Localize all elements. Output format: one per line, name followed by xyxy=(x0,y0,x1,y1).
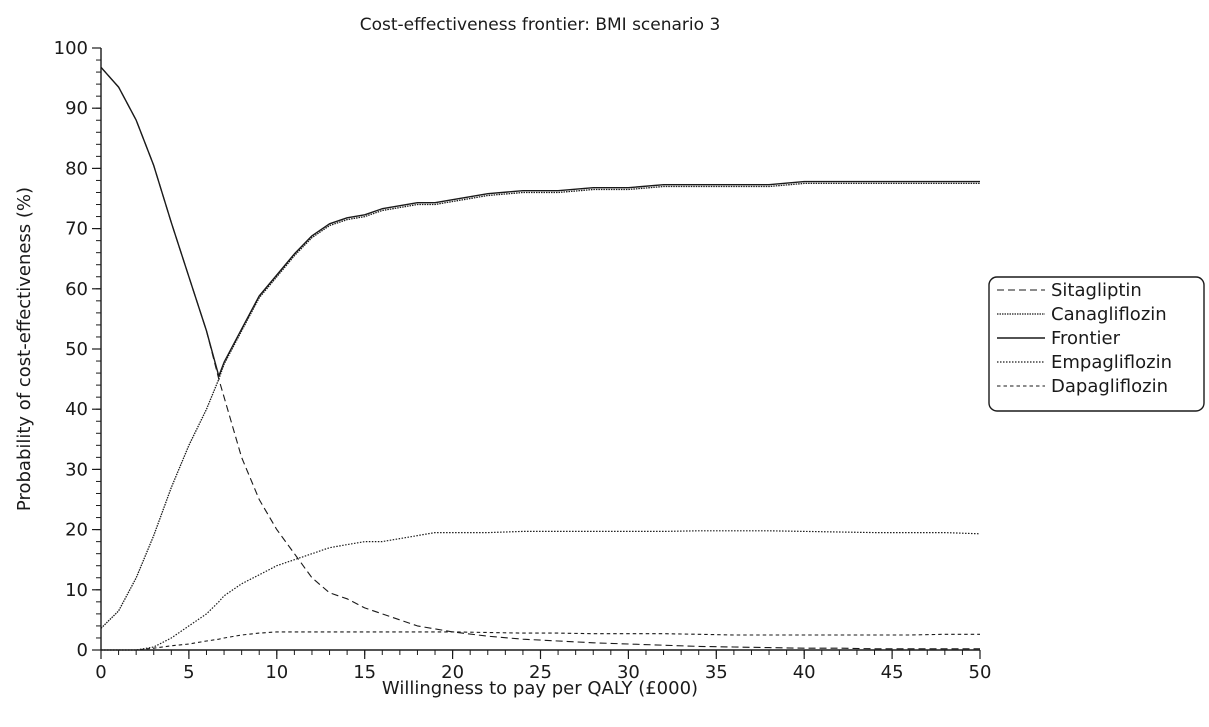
x-tick-label: 25 xyxy=(529,662,552,683)
legend-box xyxy=(988,276,1205,412)
y-tick-label: 30 xyxy=(65,459,88,480)
x-tick-label: 20 xyxy=(441,662,464,683)
series-line-dapagliflozin xyxy=(101,631,980,651)
series-layer xyxy=(100,66,981,651)
y-tick-label: 40 xyxy=(65,399,88,420)
series-line-frontier xyxy=(100,66,980,377)
legend: Sitagliptin Canagliflozin Frontier Empaglif… xyxy=(988,276,1205,412)
x-tick-label: 35 xyxy=(705,662,728,683)
x-tick-label: 50 xyxy=(969,662,992,683)
legend-label: Dapagliflozin xyxy=(1051,376,1168,397)
series-line-canagliflozin xyxy=(100,182,980,629)
x-tick-label: 30 xyxy=(617,662,640,683)
y-tick-label: 20 xyxy=(65,520,88,541)
y-tick-label: 100 xyxy=(54,38,88,59)
series-line-empagliflozin xyxy=(101,530,981,651)
y-axis-label: Probability of cost-effectiveness (%) xyxy=(14,187,35,511)
legend-label: Sitagliptin xyxy=(1051,280,1142,301)
x-tick-label: 5 xyxy=(183,662,194,683)
chart-title: Cost-effectiveness frontier: BMI scenari… xyxy=(360,15,721,35)
x-tick-label: 45 xyxy=(881,662,904,683)
x-tick-label: 0 xyxy=(95,662,106,683)
y-tick-label: 10 xyxy=(65,580,88,601)
x-tick-label: 10 xyxy=(265,662,288,683)
y-tick-label: 60 xyxy=(65,279,88,300)
axes: 0 5 10 15 20 25 30 35 40 45 50 0 10 20 30 40 50 60 70 80 90 1… xyxy=(54,38,992,683)
y-tick-label: 0 xyxy=(77,640,88,661)
legend-label: Empagliflozin xyxy=(1051,352,1172,373)
y-tick-label: 50 xyxy=(65,339,88,360)
y-tick-label: 90 xyxy=(65,98,88,119)
y-tick-label: 70 xyxy=(65,219,88,240)
legend-label: Frontier xyxy=(1051,328,1121,349)
x-tick-label: 15 xyxy=(353,662,376,683)
y-tick-label: 80 xyxy=(65,158,88,179)
series-line-sitagliptin xyxy=(100,66,980,650)
x-axis-label: Willingness to pay per QALY (£000) xyxy=(382,678,698,699)
legend-label: Canagliflozin xyxy=(1051,304,1167,325)
x-tick-label: 40 xyxy=(793,662,816,683)
